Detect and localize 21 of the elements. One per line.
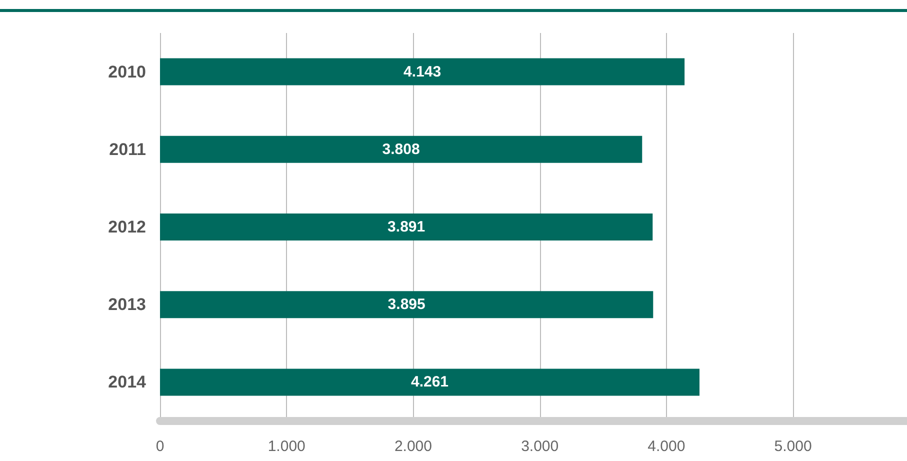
x-tick-label: 4.000: [648, 438, 686, 455]
data-label: 3.895: [388, 296, 426, 314]
data-label: 3.891: [388, 218, 426, 236]
data-label: 4.143: [404, 63, 442, 80]
bar: [160, 214, 653, 240]
bar: [160, 291, 654, 318]
x-tick-label: 5.000: [774, 438, 812, 455]
x-tick-label: 0: [156, 438, 164, 455]
y-tick-label: 2010: [108, 62, 146, 82]
x-tick-label: 1.000: [268, 438, 306, 455]
y-tick-label: 2014: [108, 372, 147, 392]
bar: [160, 58, 685, 86]
y-tick-label: 2013: [108, 295, 146, 314]
bar: [160, 368, 700, 396]
x-tick-label: 3.000: [521, 438, 559, 455]
y-tick-label: 2012: [108, 218, 146, 236]
data-label: 4.261: [410, 374, 449, 391]
x-tick-label: 2.000: [394, 438, 432, 455]
y-tick-label: 2011: [109, 140, 146, 159]
bar: [160, 136, 642, 163]
data-label: 3.808: [382, 140, 420, 158]
